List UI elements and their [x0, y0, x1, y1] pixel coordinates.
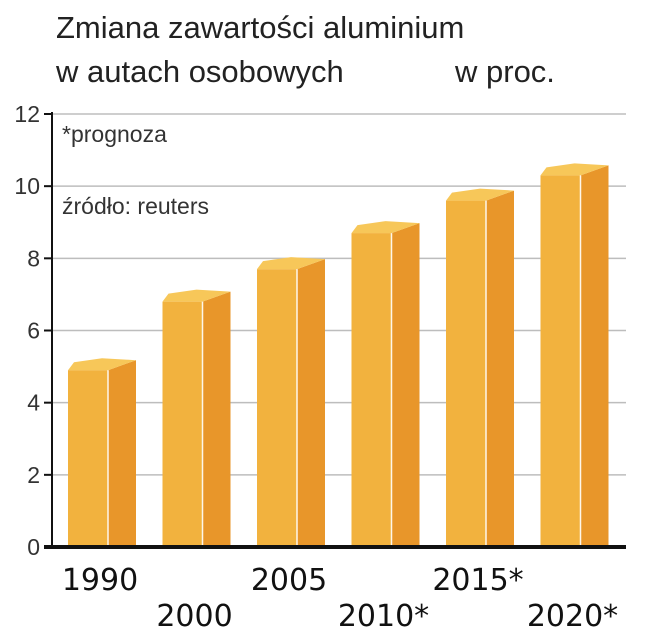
chart-title-line-1: Zmiana zawartości aluminium: [56, 10, 464, 45]
bar-front: [68, 370, 108, 547]
bar-front: [257, 269, 297, 547]
bar-top: [351, 221, 420, 234]
y-tick-label: 2: [27, 462, 40, 488]
bar-side: [580, 165, 609, 547]
note-source: źródło: reuters: [62, 193, 209, 219]
y-tick-label: 12: [14, 101, 40, 127]
bar: [68, 358, 136, 547]
bar: [446, 188, 514, 547]
bar: [351, 221, 420, 547]
bar-top: [162, 289, 231, 302]
bars: [68, 163, 609, 547]
bar: [540, 163, 609, 547]
bar-top: [257, 257, 325, 270]
bar-front: [446, 200, 486, 547]
grid-lines: [52, 113, 626, 476]
bar-front: [540, 175, 581, 547]
bar-front: [351, 233, 392, 547]
note-forecast: *prognoza: [62, 121, 167, 147]
unit-label: w proc.: [454, 54, 555, 89]
bar-front: [162, 301, 203, 547]
y-tick-label: 8: [27, 245, 40, 271]
x-category-label: 2015*: [432, 563, 523, 598]
x-category-label: 2010*: [338, 599, 429, 634]
y-axis-ticks: 0 2 4 6 8 10 12: [14, 101, 52, 560]
x-axis-labels: 1990 2000 2005 2010*2015*2020*: [62, 563, 618, 634]
bar-top: [540, 163, 609, 176]
y-tick-label: 0: [27, 534, 40, 560]
y-tick-label: 10: [14, 173, 40, 199]
x-category-label: 2005: [251, 563, 327, 598]
bar-side: [108, 360, 136, 547]
bar-side: [297, 259, 325, 547]
x-category-label: 2020*: [527, 599, 618, 634]
y-tick-label: 6: [27, 318, 40, 344]
chart-title-line-2: w autach osobowych: [55, 54, 344, 89]
bar: [257, 257, 325, 547]
bar-side: [202, 291, 231, 547]
bar-side: [486, 190, 514, 547]
bar: [162, 289, 231, 547]
x-category-label: 1990: [62, 563, 138, 598]
x-category-label: 2000: [156, 599, 232, 634]
bar-top: [446, 188, 514, 201]
bar-side: [391, 223, 420, 547]
y-tick-label: 4: [27, 390, 40, 416]
bar-top: [68, 358, 136, 371]
